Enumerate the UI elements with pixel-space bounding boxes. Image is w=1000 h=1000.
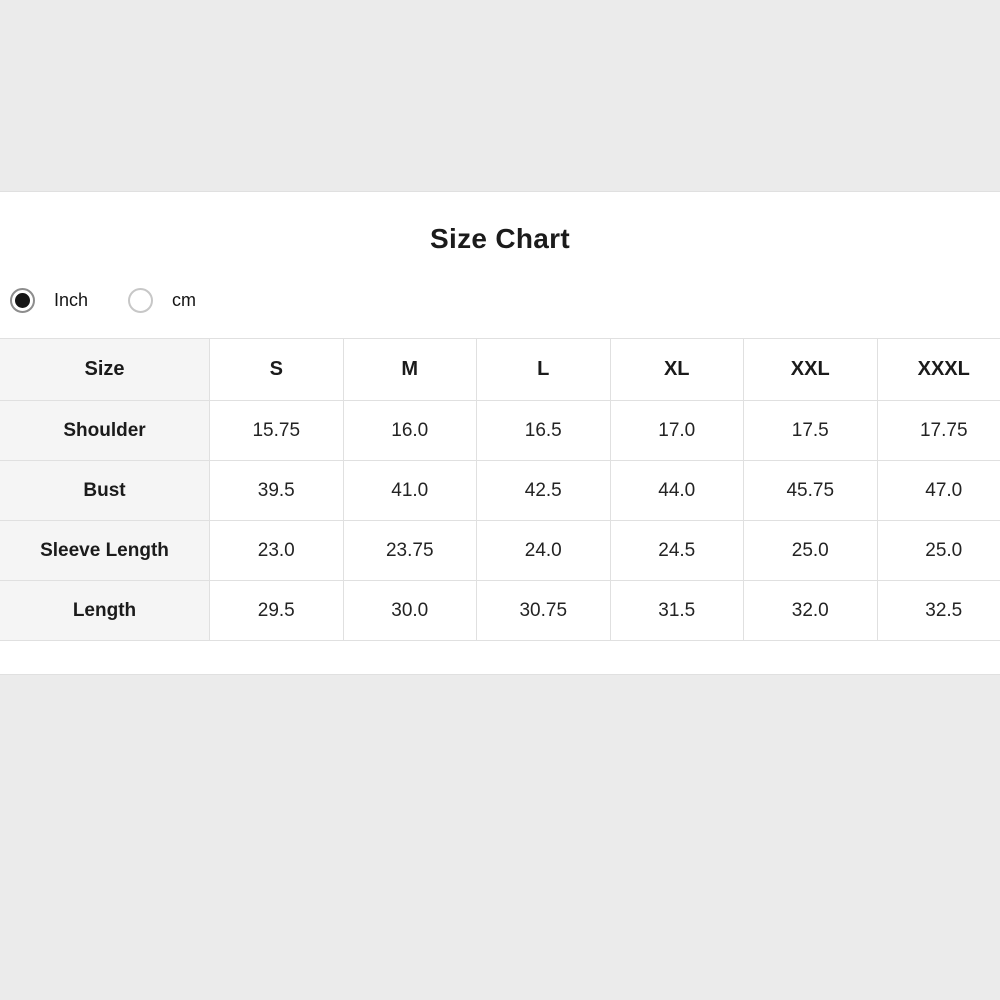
cell-length-s: 29.5: [209, 580, 344, 641]
row-label-length: Length: [0, 580, 210, 641]
cell-shoulder-xl: 17.0: [609, 400, 744, 461]
size-table-header-xl: XL: [609, 338, 744, 401]
cell-sleeve-s: 23.0: [209, 520, 344, 581]
cm-radio-option[interactable]: cm: [128, 288, 196, 313]
size-table-header-xxxl: XXXL: [876, 338, 1000, 401]
table-row-bust: Bust 39.5 41.0 42.5 44.0 45.75 47.0: [0, 460, 1000, 521]
unit-radio-group: Inch cm: [10, 288, 196, 313]
table-row-sleeve-length: Sleeve Length 23.0 23.75 24.0 24.5 25.0 …: [0, 520, 1000, 581]
size-table-header-s: S: [209, 338, 344, 401]
row-label-bust: Bust: [0, 460, 210, 521]
cell-shoulder-xxxl: 17.75: [876, 400, 1000, 461]
cell-sleeve-xl: 24.5: [609, 520, 744, 581]
cell-length-l: 30.75: [476, 580, 611, 641]
size-table-header-m: M: [342, 338, 477, 401]
cell-length-m: 30.0: [342, 580, 477, 641]
cell-bust-xxxl: 47.0: [876, 460, 1000, 521]
cell-shoulder-s: 15.75: [209, 400, 344, 461]
size-table-header-l: L: [476, 338, 611, 401]
cell-bust-xl: 44.0: [609, 460, 744, 521]
row-label-sleeve-length: Sleeve Length: [0, 520, 210, 581]
size-table: Size S M L XL XXL XXXL Shoulder 15.75 16…: [0, 338, 1000, 641]
cell-bust-s: 39.5: [209, 460, 344, 521]
cell-shoulder-l: 16.5: [476, 400, 611, 461]
cm-radio-label: cm: [172, 290, 197, 310]
cell-bust-l: 42.5: [476, 460, 611, 521]
size-table-header-row: Size S M L XL XXL XXXL: [0, 338, 1000, 401]
size-table-header-xxl: XXL: [743, 338, 878, 401]
cell-sleeve-l: 24.0: [476, 520, 611, 581]
row-label-shoulder: Shoulder: [0, 400, 210, 461]
cell-shoulder-xxl: 17.5: [743, 400, 878, 461]
cell-length-xxl: 32.0: [743, 580, 878, 641]
cell-sleeve-m: 23.75: [342, 520, 477, 581]
inch-radio-option[interactable]: Inch: [10, 288, 88, 313]
cell-sleeve-xxl: 25.0: [743, 520, 878, 581]
cell-length-xl: 31.5: [609, 580, 744, 641]
inch-radio-icon[interactable]: [10, 288, 35, 313]
cm-radio-icon[interactable]: [128, 288, 154, 313]
size-table-header-size: Size: [0, 338, 210, 401]
cell-sleeve-xxxl: 25.0: [876, 520, 1000, 581]
size-chart-panel: Size Chart Inch cm Size S M L XL XXL XXX…: [0, 192, 1000, 674]
cell-length-xxxl: 32.5: [876, 580, 1000, 641]
table-row-shoulder: Shoulder 15.75 16.0 16.5 17.0 17.5 17.75: [0, 400, 1000, 461]
inch-radio-label: Inch: [54, 290, 89, 310]
cell-bust-xxl: 45.75: [743, 460, 878, 521]
table-row-length: Length 29.5 30.0 30.75 31.5 32.0 32.5: [0, 580, 1000, 641]
page-title: Size Chart: [430, 223, 570, 254]
cell-bust-m: 41.0: [342, 460, 477, 521]
cell-shoulder-m: 16.0: [342, 400, 477, 461]
